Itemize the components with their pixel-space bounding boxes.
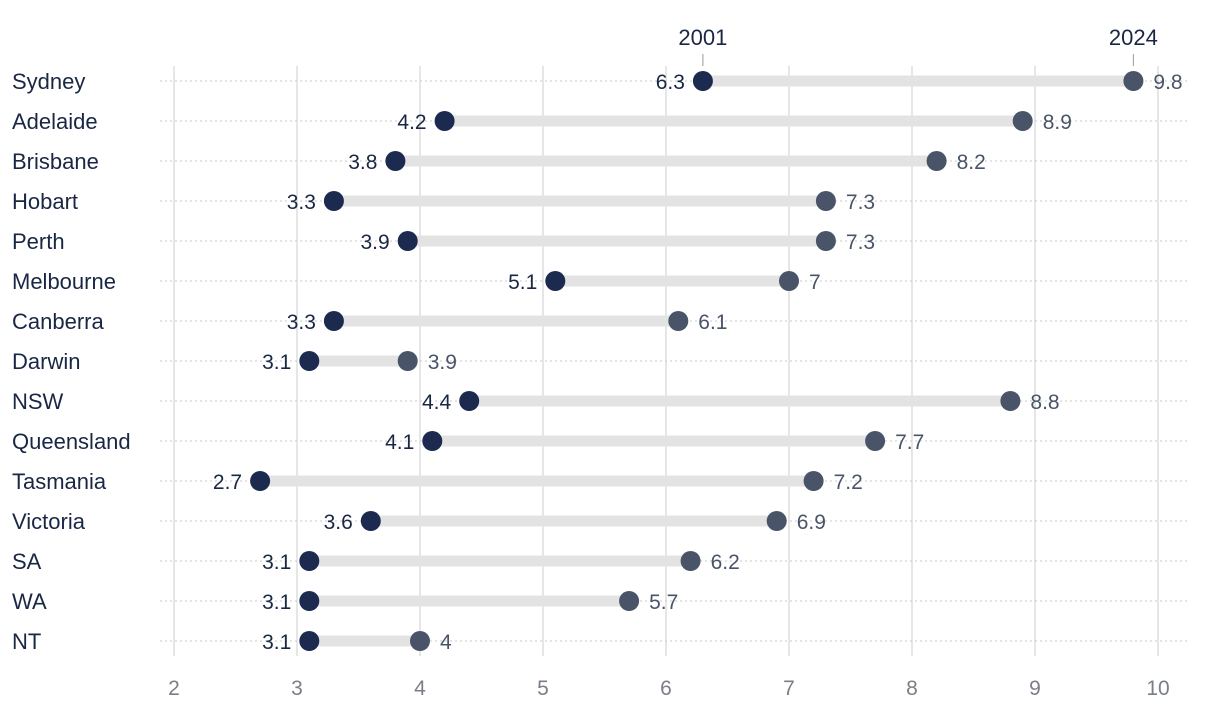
point-2024 — [619, 591, 640, 611]
category-label: Canberra — [12, 309, 104, 334]
legend-label-2024: 2024 — [1109, 25, 1158, 50]
point-2001 — [397, 231, 418, 251]
point-2024 — [926, 151, 947, 171]
value-label-2024: 8.9 — [1043, 111, 1072, 134]
value-label-2001: 3.1 — [262, 631, 291, 654]
point-2024 — [803, 471, 824, 491]
value-label-2001: 3.6 — [324, 511, 353, 534]
value-label-2024: 3.9 — [428, 351, 457, 374]
x-tick-label: 8 — [906, 677, 918, 700]
category-label: Perth — [12, 229, 65, 254]
legend-label-2001: 2001 — [678, 25, 727, 50]
connectors — [260, 75, 1134, 647]
value-label-2001: 2.7 — [213, 471, 242, 494]
x-tick-label: 9 — [1029, 677, 1041, 700]
point-2001 — [299, 591, 320, 611]
value-label-2024: 7.7 — [895, 431, 924, 454]
value-label-2024: 7.2 — [834, 471, 863, 494]
value-label-2001: 3.3 — [287, 311, 316, 334]
point-2001 — [385, 151, 406, 171]
point-2001 — [299, 631, 320, 651]
point-2024 — [1000, 391, 1021, 411]
point-2001 — [360, 511, 381, 531]
value-label-2024: 5.7 — [649, 591, 678, 614]
value-label-2001: 3.1 — [262, 551, 291, 574]
category-label: NT — [12, 629, 41, 654]
point-2001 — [692, 71, 713, 91]
value-label-2001: 3.1 — [262, 351, 291, 374]
value-label-2001: 5.1 — [508, 271, 537, 294]
x-tick-label: 10 — [1146, 677, 1169, 700]
point-2024 — [815, 231, 836, 251]
x-tick-label: 5 — [537, 677, 549, 700]
point-2024 — [397, 351, 418, 371]
value-label-2001: 6.3 — [656, 71, 685, 94]
category-label: Brisbane — [12, 149, 99, 174]
value-label-2001: 3.9 — [360, 231, 389, 254]
point-2024 — [766, 511, 787, 531]
value-label-2024: 8.8 — [1030, 391, 1059, 414]
category-labels: Sydney Adelaide Brisbane Hobart Perth Melbour… — [12, 69, 131, 654]
category-label: Darwin — [12, 349, 80, 374]
point-2001 — [323, 311, 344, 331]
category-label: Victoria — [12, 509, 86, 534]
legend: 2001 2024 — [678, 25, 1158, 66]
value-label-2001: 3.8 — [348, 151, 377, 174]
x-tick-label: 4 — [414, 677, 426, 700]
value-label-2001: 4.1 — [385, 431, 414, 454]
value-label-2024: 7 — [809, 271, 821, 294]
points — [250, 71, 1144, 651]
point-2001 — [422, 431, 443, 451]
value-label-2024: 8.2 — [957, 151, 986, 174]
value-label-2024: 7.3 — [846, 191, 875, 214]
category-label: Queensland — [12, 429, 131, 454]
point-2024 — [1123, 71, 1144, 91]
value-label-2024: 7.3 — [846, 231, 875, 254]
point-2001 — [250, 471, 271, 491]
value-label-2001: 3.3 — [287, 191, 316, 214]
point-2001 — [545, 271, 566, 291]
point-2024 — [1012, 111, 1033, 131]
value-label-2001: 4.2 — [397, 111, 426, 134]
point-2001 — [299, 551, 320, 571]
x-tick-label: 6 — [660, 677, 672, 700]
x-tick-label: 2 — [168, 677, 180, 700]
point-2024 — [668, 311, 689, 331]
category-label: Melbourne — [12, 269, 116, 294]
x-tick-labels: 2 3 4 5 6 7 8 9 10 — [168, 677, 1170, 700]
category-label: Sydney — [12, 69, 85, 94]
point-2024 — [865, 431, 886, 451]
value-label-2001: 3.1 — [262, 591, 291, 614]
value-label-2024: 6.1 — [698, 311, 727, 334]
category-label: NSW — [12, 389, 64, 414]
category-label: Adelaide — [12, 109, 98, 134]
value-label-2024: 9.8 — [1153, 71, 1182, 94]
point-2024 — [680, 551, 701, 571]
x-tick-label: 3 — [291, 677, 303, 700]
x-tick-label: 7 — [783, 677, 795, 700]
category-label: SA — [12, 549, 42, 574]
point-2024 — [410, 631, 430, 651]
point-2001 — [299, 351, 320, 371]
category-label: WA — [12, 589, 47, 614]
point-2024 — [815, 191, 836, 211]
category-label: Hobart — [12, 189, 78, 214]
point-2024 — [779, 271, 799, 291]
point-2001 — [459, 391, 480, 411]
point-2001 — [434, 111, 455, 131]
point-2001 — [323, 191, 344, 211]
value-label-2001: 4.4 — [422, 391, 452, 414]
value-label-2024: 6.2 — [711, 551, 740, 574]
category-label: Tasmania — [12, 469, 107, 494]
value-label-2024: 6.9 — [797, 511, 826, 534]
value-labels: 6.3 9.8 4.2 8.9 3.8 8.2 3.3 7.3 3.9 7.3 5.1 7 3.3 6.1… — [213, 71, 1183, 654]
value-label-2024: 4 — [440, 631, 452, 654]
